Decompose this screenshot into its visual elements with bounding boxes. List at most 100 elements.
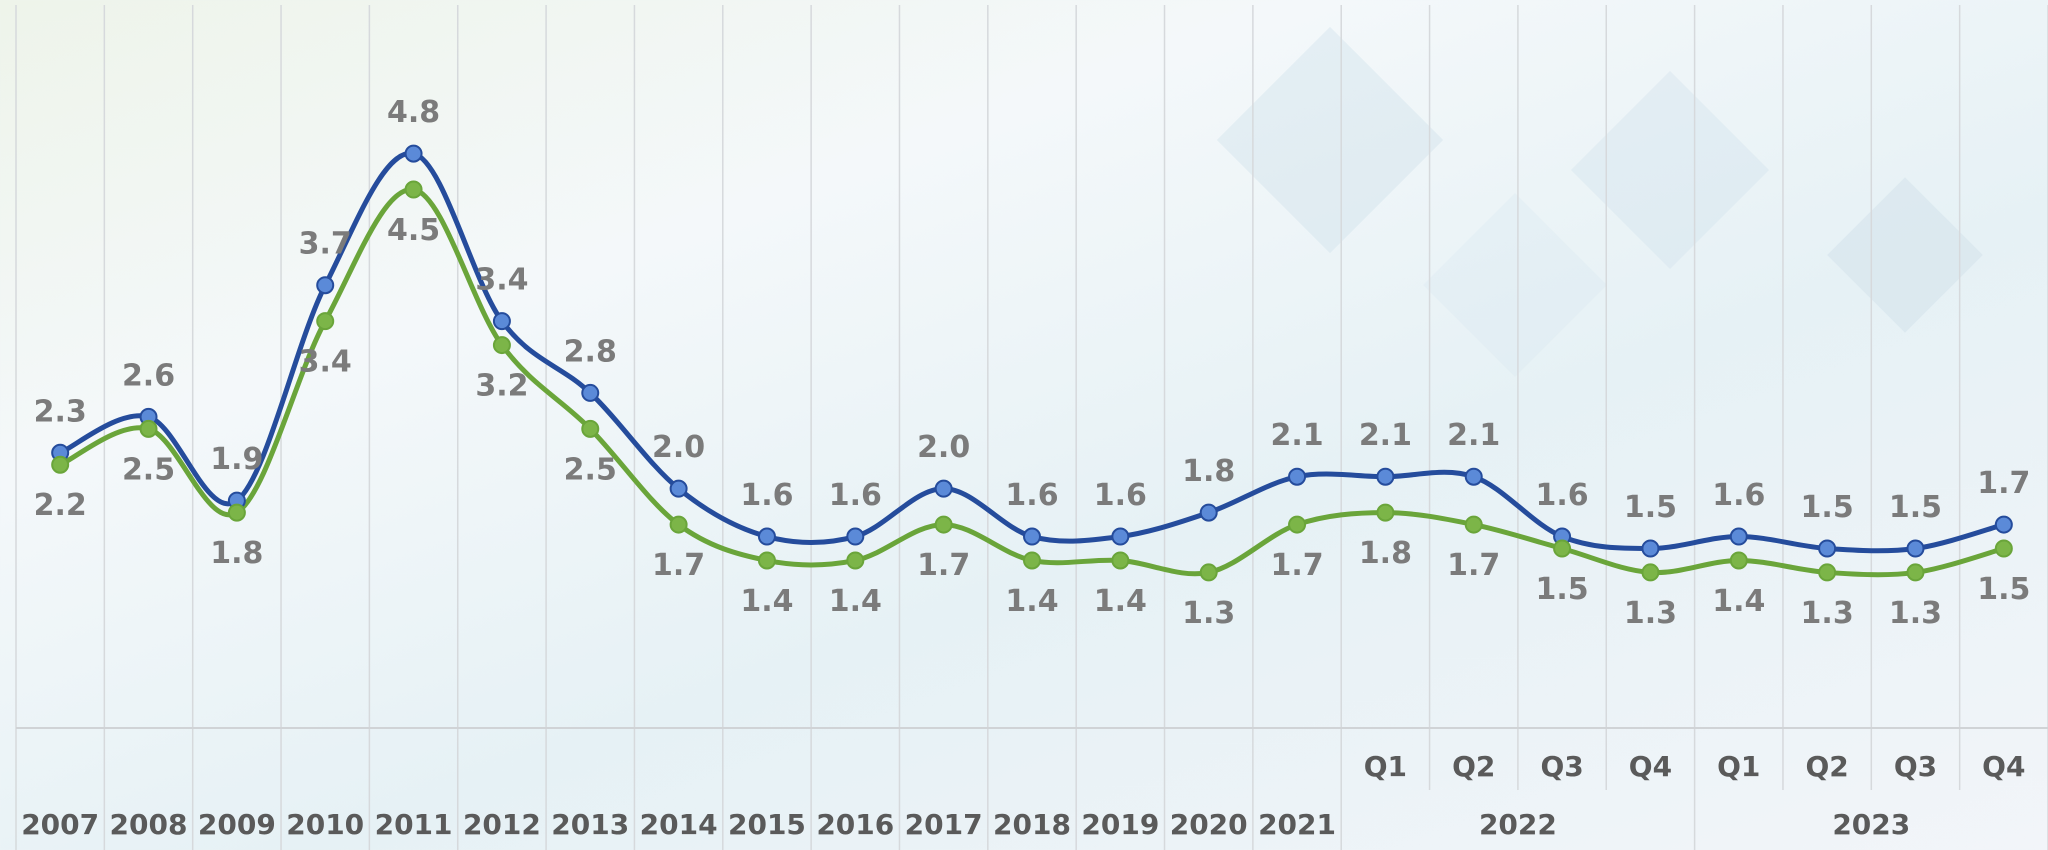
data-label: 1.4	[1712, 584, 1765, 619]
x-tick-label: 2014	[640, 808, 718, 841]
data-label: 2.1	[1270, 418, 1323, 453]
data-label: 1.9	[210, 442, 263, 477]
marker	[1818, 563, 1837, 582]
marker	[757, 551, 776, 570]
marker	[1729, 551, 1748, 570]
data-label: 1.7	[1447, 548, 1500, 583]
data-label: 1.7	[917, 548, 970, 583]
data-label: 1.3	[1889, 596, 1942, 631]
marker	[1906, 539, 1925, 558]
x-tick-label: 2019	[1081, 808, 1159, 841]
marker	[404, 180, 423, 199]
x-group-label: 2022	[1479, 808, 1557, 841]
x-tick-label: Q3	[1894, 750, 1937, 783]
data-label: 1.4	[1094, 584, 1147, 619]
x-tick-label: 2016	[816, 808, 894, 841]
x-tick-label: 2012	[463, 808, 541, 841]
marker	[1023, 551, 1041, 570]
data-label: 1.8	[1359, 536, 1412, 571]
data-label: 1.7	[1977, 466, 2030, 501]
marker	[1288, 467, 1307, 486]
x-tick-label: 2018	[993, 808, 1071, 841]
marker	[316, 276, 335, 295]
marker	[1641, 539, 1660, 558]
marker	[1464, 467, 1483, 486]
x-tick-label: 2017	[905, 808, 983, 841]
marker	[581, 419, 600, 438]
marker	[1994, 515, 2013, 534]
x-tick-label: Q2	[1452, 750, 1495, 783]
x-tick-label: 2008	[110, 808, 188, 841]
data-label: 2.1	[1447, 418, 1500, 453]
data-label: 1.8	[210, 536, 263, 571]
x-tick-label: Q4	[1629, 750, 1672, 783]
data-label: 3.2	[475, 369, 528, 404]
marker	[1376, 467, 1395, 486]
data-label: 3.4	[475, 263, 528, 298]
data-label: 1.5	[1801, 490, 1854, 525]
data-label: 1.3	[1624, 596, 1677, 631]
data-label: 1.6	[1536, 478, 1589, 513]
data-label: 3.4	[299, 345, 352, 380]
marker	[1111, 527, 1130, 546]
marker	[1641, 563, 1660, 582]
marker	[1464, 515, 1483, 534]
marker	[1111, 551, 1130, 570]
data-label: 1.3	[1182, 596, 1235, 631]
background-shapes	[1216, 26, 1983, 377]
data-label: 2.1	[1359, 418, 1412, 453]
marker	[1906, 563, 1925, 582]
marker	[669, 479, 688, 498]
data-label: 2.5	[564, 452, 617, 487]
data-label: 1.5	[1977, 572, 2030, 607]
data-label: 2.5	[122, 452, 175, 487]
marker	[492, 312, 511, 331]
x-tick-label: 2015	[728, 808, 806, 841]
data-label: 1.5	[1536, 572, 1589, 607]
data-label: 3.7	[299, 227, 352, 262]
x-tick-label: Q2	[1805, 750, 1848, 783]
marker	[581, 383, 600, 402]
marker	[1994, 539, 2013, 558]
x-tick-label: 2010	[286, 808, 364, 841]
marker	[1023, 527, 1041, 546]
data-label: 1.6	[1712, 478, 1765, 513]
marker	[51, 455, 70, 474]
data-label: 4.5	[387, 213, 440, 248]
marker	[757, 527, 776, 546]
marker	[404, 144, 423, 163]
x-tick-label: 2007	[21, 808, 99, 841]
data-label: 1.5	[1889, 490, 1942, 525]
x-tick-label: 2020	[1170, 808, 1248, 841]
x-tick-label: 2021	[1258, 808, 1336, 841]
data-label: 1.6	[1005, 478, 1058, 513]
data-label: 2.3	[34, 394, 87, 429]
marker	[1818, 539, 1837, 558]
data-label: 1.3	[1801, 596, 1854, 631]
data-label: 1.4	[829, 584, 882, 619]
x-tick-label: 2013	[551, 808, 629, 841]
marker	[316, 312, 335, 331]
x-tick-label: Q4	[1982, 750, 2025, 783]
x-tick-label: Q1	[1717, 750, 1760, 783]
x-tick-label: 2009	[198, 808, 276, 841]
data-label: 2.6	[122, 358, 175, 393]
data-label: 2.0	[652, 430, 705, 465]
data-label: 1.4	[740, 584, 793, 619]
x-group-label: 2023	[1832, 808, 1910, 841]
data-label: 1.5	[1624, 490, 1677, 525]
data-label: 1.6	[1094, 478, 1147, 513]
x-tick-label: 2011	[375, 808, 453, 841]
data-label: 1.7	[652, 548, 705, 583]
marker	[1199, 563, 1218, 582]
data-label: 4.8	[387, 95, 440, 130]
marker	[227, 503, 246, 522]
x-tick-label: Q1	[1364, 750, 1407, 783]
x-tick-label: Q3	[1540, 750, 1583, 783]
data-label: 1.6	[829, 478, 882, 513]
data-label: 1.7	[1270, 548, 1323, 583]
data-label: 2.8	[564, 334, 617, 369]
data-label: 2.0	[917, 430, 970, 465]
marker	[492, 336, 511, 355]
